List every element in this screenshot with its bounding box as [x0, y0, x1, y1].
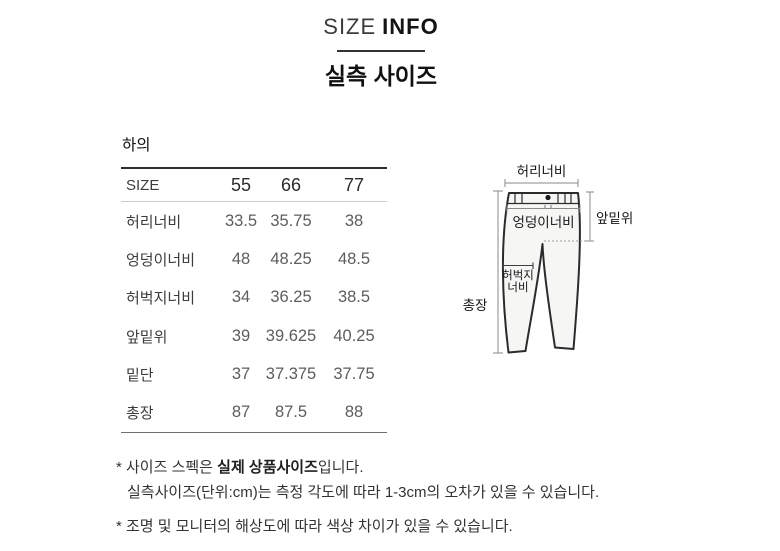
hip-label: 엉덩이너비: [512, 215, 574, 230]
cell-value: 87.5: [274, 403, 308, 422]
table-row: 허리너비 33.5 35.75 38: [121, 202, 387, 240]
title-info: INFO: [382, 14, 439, 39]
cell-value: 39.625: [265, 326, 317, 345]
cell-value: 48.25: [270, 249, 312, 268]
thigh-label-line2: 너비: [507, 281, 528, 294]
waist-label: 허리너비: [517, 164, 567, 179]
total-length-measure-line: [493, 190, 503, 354]
thigh-label-line1: 허벅지: [502, 269, 534, 282]
fly-stitch-marks: [544, 205, 552, 208]
pants-diagram-svg: 허리너비 엉덩이너비 앞밑위 허벅지 너비 총장: [463, 164, 633, 354]
row-label: 앞밑위: [126, 328, 168, 346]
note-spec: * 사이즈 스펙은 실제 상품사이즈입니다.: [116, 455, 599, 480]
hip-measure-line: [506, 204, 581, 213]
table-row: 밑단 37 37.375 37.75: [121, 355, 387, 393]
cell-value: 37.75: [333, 364, 375, 383]
table-row: 엉덩이너비 48 48.25 48.5: [121, 240, 387, 278]
cell-value: 34: [231, 288, 251, 307]
table-row: 총장 87 87.5 88: [121, 393, 387, 431]
title-size: SIZE: [323, 14, 377, 39]
cell-value: 35.75: [270, 211, 312, 230]
size-table-block: 하의 SIZE 55 66 77 허리너비 33.5 35.75 38 엉덩이너…: [121, 135, 387, 433]
table-header-row: SIZE 55 66 77: [121, 169, 387, 202]
page-subtitle: 실측 사이즈: [324, 63, 438, 89]
size-table: SIZE 55 66 77 허리너비 33.5 35.75 38 엉덩이너비 4…: [121, 167, 387, 433]
note-spec-bold: 실제 상품사이즈: [217, 459, 318, 476]
note-tolerance: 실측사이즈(단위:cm)는 측정 각도에 따라 1-3cm의 오차가 있을 수 …: [127, 484, 600, 501]
note-spec-prefix: * 사이즈 스펙은: [116, 459, 218, 476]
col-header-66: 66: [280, 174, 302, 195]
cell-value: 48: [231, 249, 251, 268]
cell-value: 40.25: [333, 326, 375, 345]
row-label: 엉덩이너비: [126, 251, 196, 269]
front-rise-label: 앞밑위: [596, 211, 633, 226]
cell-value: 33.5: [224, 211, 258, 230]
row-label: 허리너비: [126, 213, 182, 231]
pants-measure-diagram: 허리너비 엉덩이너비 앞밑위 허벅지 너비 총장: [435, 140, 665, 370]
cell-value: 37: [231, 364, 251, 383]
title-divider: [337, 50, 425, 52]
note-spec-suffix: 입니다.: [317, 459, 364, 476]
cell-value: 36.25: [270, 288, 312, 307]
table-row: 허벅지너비 34 36.25 38.5: [121, 279, 387, 317]
button-icon: [545, 194, 551, 201]
table-row: 앞밑위 39 39.625 40.25: [121, 317, 387, 355]
cell-value: 38.5: [337, 288, 371, 307]
pants-outline: [501, 192, 581, 354]
total-length-label: 총장: [463, 298, 488, 313]
cell-value: 48.5: [337, 249, 371, 268]
cell-value: 88: [344, 403, 364, 422]
waist-measure-line: [504, 179, 579, 187]
cell-value: 37.375: [265, 364, 317, 383]
front-rise-measure-line: [586, 191, 594, 242]
section-label-bottoms: 하의: [122, 137, 151, 154]
cell-value: 38: [344, 211, 364, 230]
belt-loops: [514, 193, 572, 203]
size-info-header: SIZE INFO 실측 사이즈: [0, 14, 762, 89]
note-color-difference: * 조명 및 모니터의 해상도에 따라 색상 차이가 있을 수 있습니다.: [116, 518, 513, 535]
row-label: 허벅지너비: [126, 290, 196, 308]
col-header-77: 77: [343, 174, 365, 195]
row-label: 밑단: [126, 366, 154, 384]
cell-value: 39: [231, 326, 251, 345]
col-header-55: 55: [230, 174, 252, 195]
row-label: 총장: [126, 405, 154, 423]
page-title: SIZE INFO: [0, 14, 762, 40]
size-notes: * 사이즈 스펙은 실제 상품사이즈입니다. 실측사이즈(단위:cm)는 측정 …: [116, 455, 599, 539]
thigh-measure-line: [502, 262, 534, 269]
cell-value: 87: [231, 403, 251, 422]
col-header-size: SIZE: [126, 176, 160, 194]
